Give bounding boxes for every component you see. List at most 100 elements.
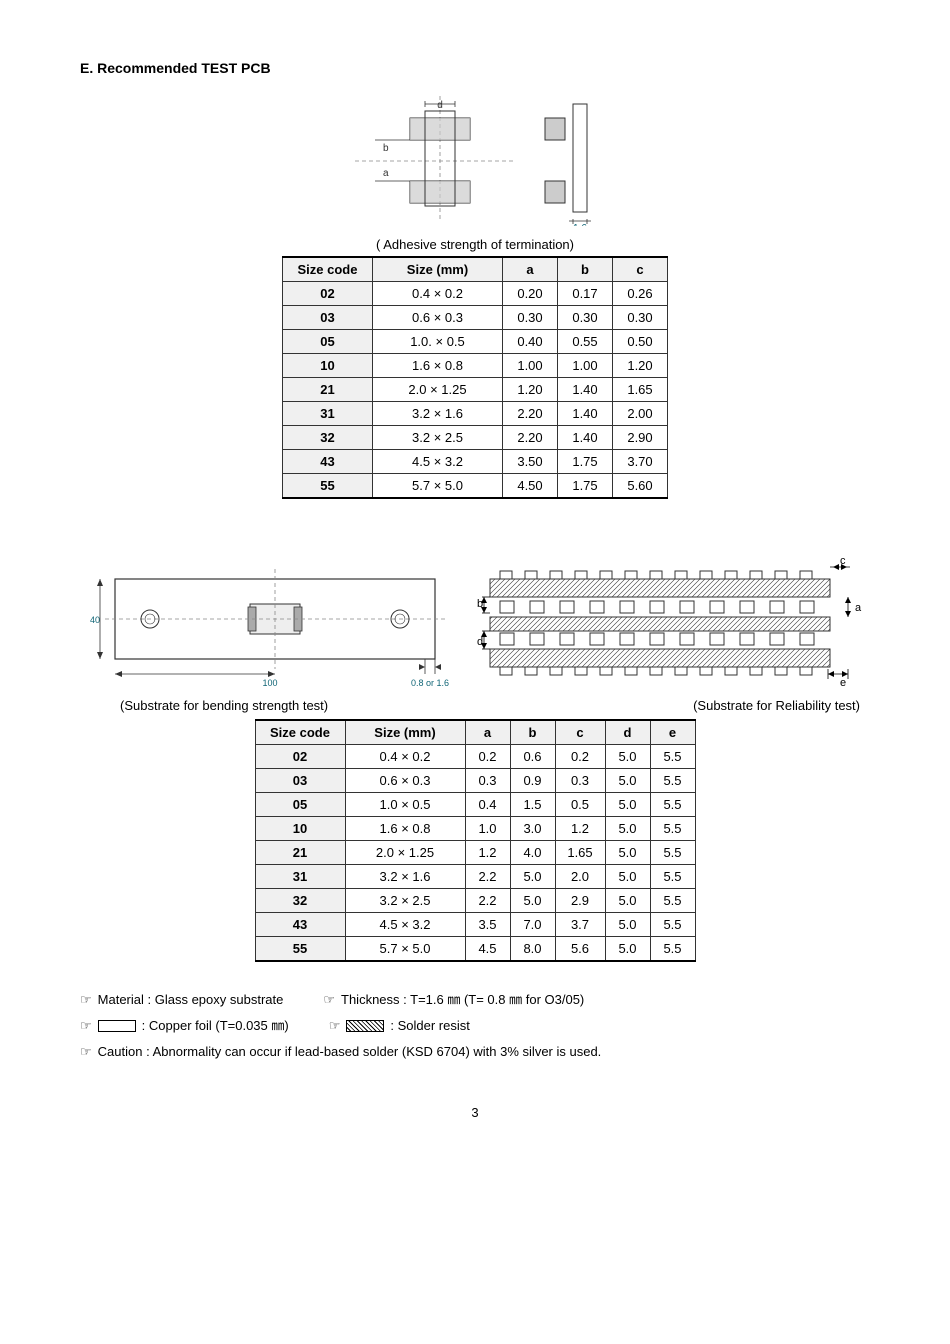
table-cell: 5.0 [510,889,555,913]
table-cell: 2.20 [503,402,558,426]
note-thickness: Thickness : T=1.6 ㎜ (T= 0.8 ㎜ for O3/05) [341,987,584,1013]
table-cell: 0.3 [465,769,510,793]
table-cell: 2.90 [613,426,668,450]
table-row: 030.6 × 0.30.30.90.35.05.5 [255,769,695,793]
table-row: 212.0 × 1.251.24.01.655.05.5 [255,841,695,865]
table-row: 030.6 × 0.30.300.300.30 [283,306,668,330]
table-cell: 5.0 [605,793,650,817]
table-cell: 02 [255,745,345,769]
table-header-row: Size code Size (mm) a b c d e [255,720,695,745]
table-cell: 0.2 [465,745,510,769]
col-header: b [558,257,613,282]
table-cell: 2.0 × 1.25 [345,841,465,865]
table-cell: 2.0 [555,865,605,889]
note-copper: : Copper foil (T=0.035 ㎜) [142,1013,289,1039]
table-cell: 5.60 [613,474,668,499]
table-cell: 2.9 [555,889,605,913]
label-40: 40 [90,615,100,625]
table-cell: 5.5 [650,889,695,913]
table-cell: 55 [283,474,373,499]
col-header: c [555,720,605,745]
table-cell: 32 [255,889,345,913]
col-header: Size (mm) [345,720,465,745]
label-d: d [477,636,483,648]
table-cell: 21 [283,378,373,402]
table-cell: 0.26 [613,282,668,306]
notes-section: ☞ Material : Glass epoxy substrate ☞ Thi… [80,987,870,1065]
table1-caption: ( Adhesive strength of termination) [80,237,870,252]
table-cell: 5.5 [650,769,695,793]
pointer-icon: ☞ [323,987,335,1013]
table-cell: 10 [255,817,345,841]
table-cell: 4.5 [465,937,510,962]
table-cell: 3.2 × 1.6 [345,865,465,889]
pointer-icon: ☞ [80,1039,92,1065]
table-cell: 2.0 × 1.25 [373,378,503,402]
table-cell: 2.2 [465,865,510,889]
table-cell: 2.00 [613,402,668,426]
note-material: Material : Glass epoxy substrate [98,987,284,1013]
table-cell: 5.0 [510,865,555,889]
table-cell: 0.3 [555,769,605,793]
table-cell: 55 [255,937,345,962]
label-b: b [383,143,389,154]
table-row: 212.0 × 1.251.201.401.65 [283,378,668,402]
table-row: 020.4 × 0.20.20.60.25.05.5 [255,745,695,769]
table-cell: 0.6 [510,745,555,769]
table-cell: 05 [255,793,345,817]
col-header: a [503,257,558,282]
table-cell: 1.0. × 0.5 [373,330,503,354]
col-header: Size code [283,257,373,282]
table-cell: 1.65 [613,378,668,402]
col-header: Size (mm) [373,257,503,282]
table-cell: 0.5 [555,793,605,817]
diagram-reliability-substrate: c a b d e [470,549,870,692]
table-cell: 5.7 × 5.0 [345,937,465,962]
col-header: d [605,720,650,745]
table-adhesive-strength: Size code Size (mm) a b c 020.4 × 0.20.2… [282,256,668,499]
col-header: c [613,257,668,282]
table-cell: 5.0 [605,841,650,865]
table-cell: 0.50 [613,330,668,354]
table-cell: 5.5 [650,745,695,769]
table-cell: 5.0 [605,913,650,937]
label-1.6: 1.6 [573,223,587,226]
table-cell: 5.6 [555,937,605,962]
table-cell: 1.20 [503,378,558,402]
table-row: 313.2 × 1.62.25.02.05.05.5 [255,865,695,889]
table-cell: 5.0 [605,769,650,793]
label-d: d [437,100,443,111]
table-row: 323.2 × 2.52.201.402.90 [283,426,668,450]
table-cell: 3.2 × 1.6 [373,402,503,426]
table-row: 434.5 × 3.23.501.753.70 [283,450,668,474]
table-row: 323.2 × 2.52.25.02.95.05.5 [255,889,695,913]
table-cell: 03 [283,306,373,330]
caption-reliability: (Substrate for Reliability test) [490,698,870,713]
table-cell: 31 [255,865,345,889]
table-cell: 3.5 [465,913,510,937]
label-a: a [383,168,389,179]
table-cell: 10 [283,354,373,378]
table-cell: 1.75 [558,450,613,474]
table-cell: 0.4 × 0.2 [345,745,465,769]
table-cell: 1.6 × 0.8 [373,354,503,378]
table-cell: 0.30 [558,306,613,330]
table-row: 555.7 × 5.04.58.05.65.05.5 [255,937,695,962]
col-header: e [650,720,695,745]
table-cell: 0.30 [503,306,558,330]
table-cell: 0.55 [558,330,613,354]
table-cell: 4.50 [503,474,558,499]
table-cell: 03 [255,769,345,793]
table-reliability: Size code Size (mm) a b c d e 020.4 × 0.… [255,719,696,962]
table-cell: 1.40 [558,426,613,450]
table-cell: 1.75 [558,474,613,499]
pointer-icon: ☞ [80,1013,92,1039]
table-cell: 3.7 [555,913,605,937]
table-cell: 5.5 [650,865,695,889]
table-cell: 8.0 [510,937,555,962]
table-cell: 3.50 [503,450,558,474]
solder-resist-icon [346,1020,384,1032]
table-cell: 21 [255,841,345,865]
table-cell: 5.0 [605,937,650,962]
table-cell: 2.2 [465,889,510,913]
